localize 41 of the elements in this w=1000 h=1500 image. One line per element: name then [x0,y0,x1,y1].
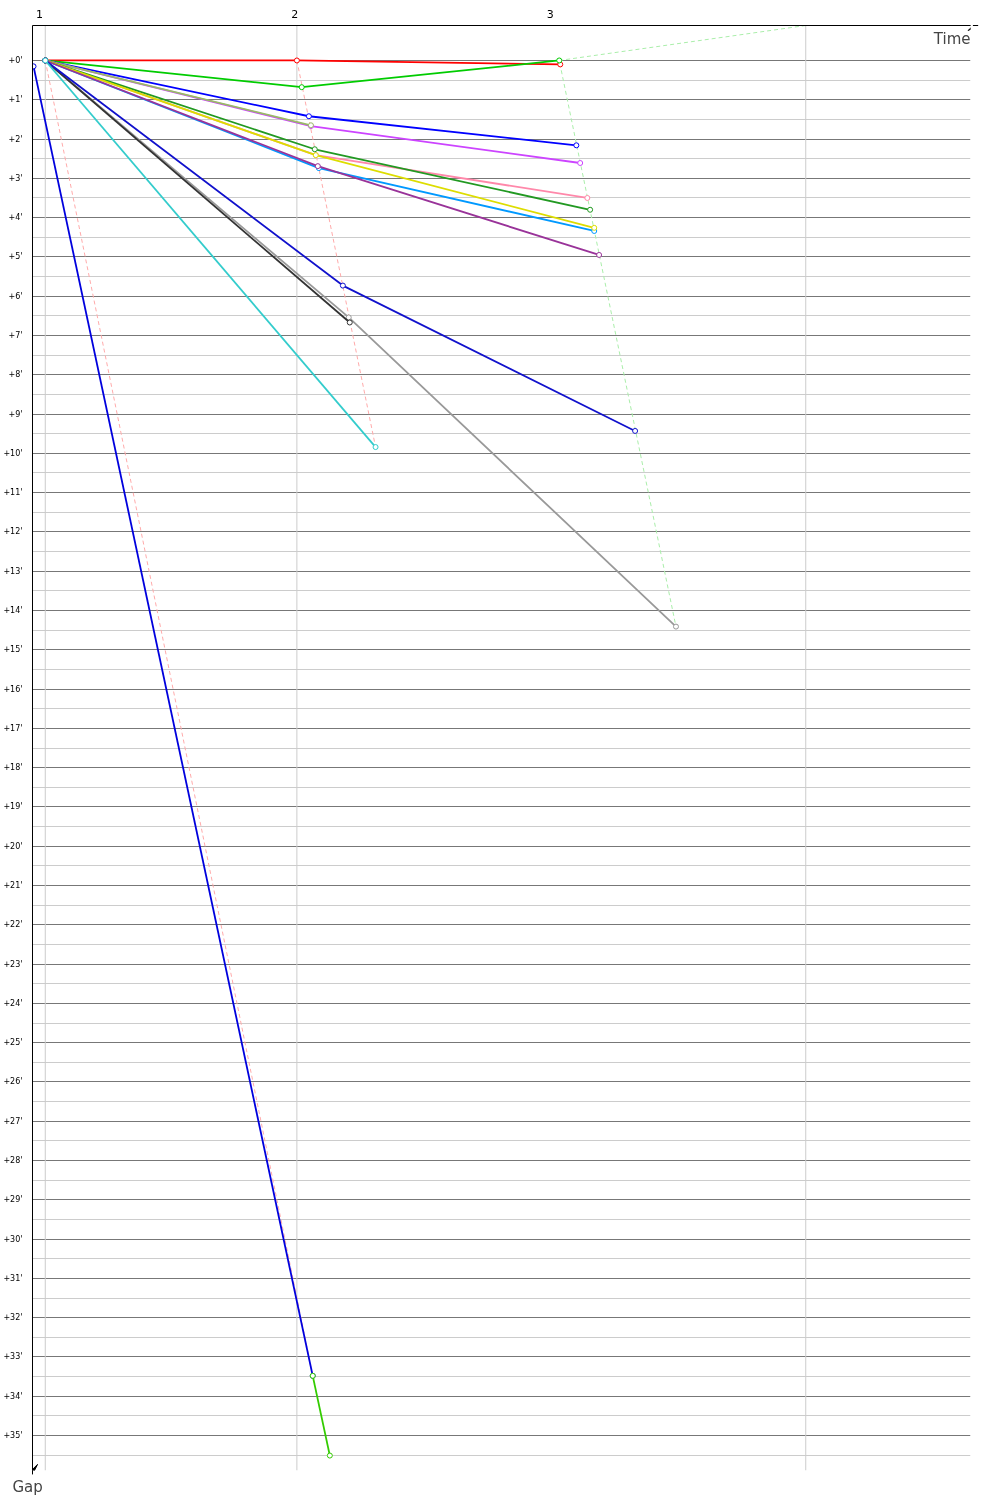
x-axis-title: Time [932,29,971,48]
y-tick-label: +21' [3,881,23,891]
x-tick-label: 1 [35,7,43,21]
y-tick-label: +19' [3,802,23,812]
y-tick-label: +24' [3,998,23,1008]
y-tick-label: +4' [8,213,23,223]
y-tick-label: +26' [3,1077,23,1087]
y-tick-label: +5' [8,252,23,262]
y-tick-label: +34' [3,1391,23,1401]
y-tick-label: +0' [8,55,23,65]
y-tick-label: +13' [3,566,23,576]
x-tick-label: 3 [546,7,554,21]
y-tick-label: +22' [3,920,23,930]
y-tick-label: +10' [3,448,23,458]
y-tick-label: +6' [8,291,23,301]
y-tick-label: +16' [3,684,23,694]
x-tick-label: 2 [291,7,299,21]
y-tick-label: +12' [3,527,23,537]
y-tick-label: +2' [8,134,23,144]
y-tick-label: +3' [8,173,23,183]
y-tick-label: +20' [3,841,23,851]
y-tick-label: +27' [3,1116,23,1126]
y-tick-label: +1' [8,95,23,105]
y-tick-label: +8' [8,370,23,380]
y-tick-label: +32' [3,1313,23,1323]
y-tick-label: +17' [3,723,23,733]
y-tick-label: +29' [3,1195,23,1205]
y-tick-label: +11' [3,488,23,498]
y-tick-label: +23' [3,959,23,969]
y-tick-label: +30' [3,1234,23,1244]
y-tick-label: +35' [3,1431,23,1441]
y-axis-title: Gap [12,1477,43,1496]
y-tick-label: +31' [3,1273,23,1283]
y-tick-label: +18' [3,763,23,773]
y-tick-label: +25' [3,1038,23,1048]
y-tick-label: +33' [3,1352,23,1362]
y-tick-label: +14' [3,605,23,615]
y-tick-label: +9' [8,409,23,419]
y-tick-label: +28' [3,1156,23,1166]
y-tick-label: +7' [8,330,23,340]
y-tick-label: +15' [3,645,23,655]
